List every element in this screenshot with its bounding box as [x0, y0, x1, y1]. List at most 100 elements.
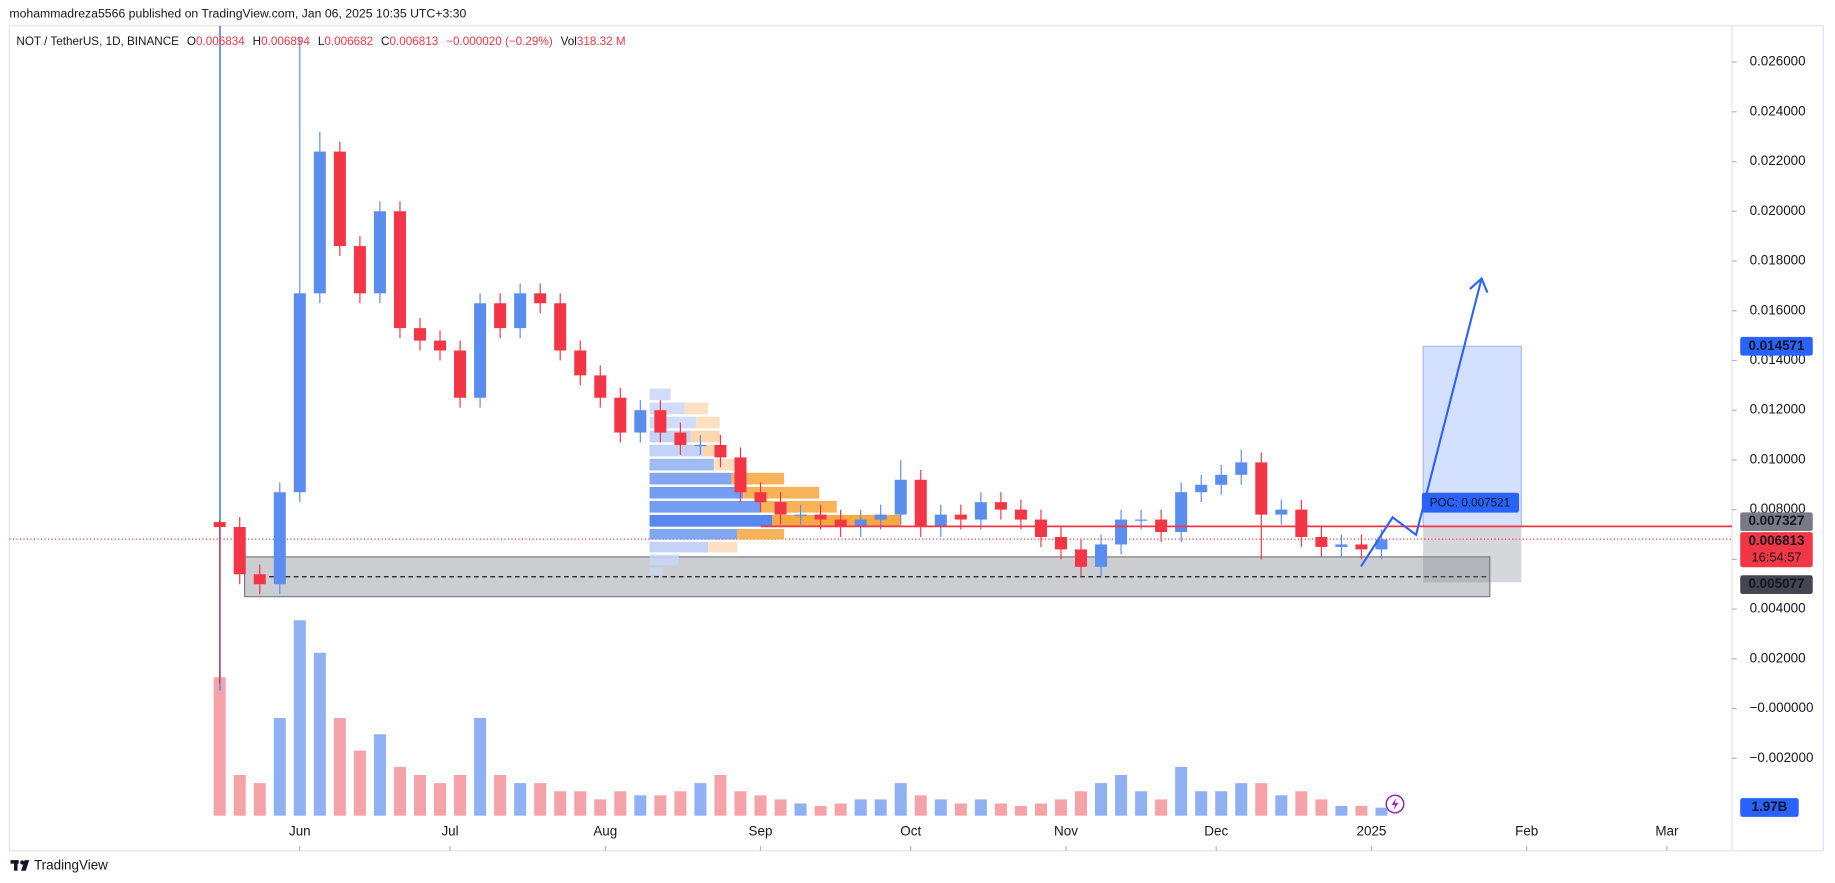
volume-bar — [934, 799, 947, 816]
candle-body — [774, 502, 787, 515]
x-tick-label: Feb — [1515, 824, 1538, 839]
x-tick-label: Aug — [593, 824, 617, 839]
candle-body — [534, 293, 547, 304]
volume-profile-bar — [696, 416, 720, 429]
volume-profile-bar — [760, 500, 837, 513]
poc-label-box — [1421, 492, 1520, 513]
volume-bar — [1215, 791, 1228, 816]
candle-body — [954, 514, 967, 520]
volume-bar — [353, 750, 366, 816]
x-tick-label: Mar — [1655, 824, 1679, 839]
volume-bar — [874, 799, 887, 816]
volume-bar — [714, 774, 727, 816]
candle-body — [794, 514, 807, 516]
candle-body — [233, 527, 246, 575]
candle-body — [313, 151, 326, 294]
chart-frame — [8, 25, 1824, 852]
candle-body — [1375, 539, 1388, 550]
target-price-box — [1740, 336, 1813, 356]
volume-bar — [333, 717, 346, 816]
resistance-price-box — [1740, 512, 1813, 532]
volume-profile-bar — [713, 458, 744, 471]
candle-body — [894, 479, 907, 515]
y-tick-label: 0.018000 — [1750, 253, 1806, 268]
volume-bar — [1195, 791, 1208, 816]
y-tick-label: −0.000000 — [1750, 700, 1814, 715]
volume-bar — [1375, 807, 1388, 816]
candle-body — [213, 522, 226, 528]
volume-bar — [1014, 805, 1027, 816]
x-tick-label: Dec — [1204, 824, 1228, 839]
target-price-label: 0.014571 — [1748, 338, 1805, 353]
candle-body — [1034, 519, 1047, 537]
volume-bar — [1075, 791, 1088, 816]
candle-body — [974, 502, 987, 520]
x-tick-label: 2025 — [1357, 824, 1387, 839]
candle-body — [1075, 549, 1088, 567]
volume-bar — [1115, 774, 1128, 816]
legend-key: C — [381, 35, 389, 48]
volume-bar — [1315, 799, 1328, 816]
volume-bar — [1235, 783, 1248, 816]
volume-bar — [634, 795, 647, 816]
volume-bar — [974, 799, 987, 816]
y-tick-label: 0.016000 — [1750, 302, 1806, 317]
legend: NOT / TetherUS, 1D, BINANCE O0.006834 H0… — [16, 35, 625, 48]
countdown: 16:54:57 — [1751, 549, 1801, 564]
candle-body — [594, 375, 607, 398]
candle-body — [654, 410, 667, 433]
stop-box — [1423, 526, 1522, 583]
volume-bar — [1135, 791, 1148, 816]
volume-bar — [393, 766, 406, 816]
volume-bar — [734, 791, 747, 816]
candle-body — [994, 502, 1007, 510]
candle-body — [474, 303, 487, 398]
volume-profile-bar — [649, 444, 703, 457]
volume-bar — [434, 783, 447, 816]
candle-body — [814, 514, 827, 520]
volume-profile-bar — [649, 402, 685, 415]
volume-profile-bar — [743, 486, 820, 499]
volume-last-box — [1740, 798, 1799, 817]
volume-bar — [273, 717, 286, 816]
candle-body — [934, 514, 947, 528]
poc-label: POC: 0.007521 — [1430, 496, 1511, 509]
volume-bar — [1034, 803, 1047, 816]
candle-body — [393, 211, 406, 329]
x-tick-label: Sep — [749, 824, 773, 839]
volume-profile-bar — [649, 472, 732, 485]
volume-bar — [554, 791, 567, 816]
candle-body — [854, 519, 867, 528]
candle-body — [1255, 462, 1268, 515]
volume-bar — [654, 795, 667, 816]
volume-bar — [293, 620, 306, 816]
volume-bar — [413, 774, 427, 816]
candle-body — [494, 303, 507, 329]
volume-bar — [1155, 799, 1168, 816]
volume-profile-bar — [737, 528, 785, 540]
resistance-price-label: 0.007327 — [1748, 513, 1804, 528]
volume-bar — [894, 783, 907, 816]
volume-profile-bar — [649, 541, 709, 553]
legend-change: −0.000020 (−0.29%) — [446, 35, 553, 48]
candle-body — [1054, 536, 1067, 550]
logo-part — [20, 860, 25, 865]
candle-body — [554, 303, 567, 351]
volume-bar — [854, 799, 867, 816]
footer-logo — [10, 860, 30, 871]
volume-profile-bar — [649, 416, 697, 429]
volume-bar — [1095, 783, 1108, 816]
candle-body — [1295, 509, 1308, 537]
candle-body — [1215, 474, 1228, 485]
candle-body — [273, 492, 286, 585]
candle-body — [413, 328, 427, 341]
legend-value: 318.32 M — [577, 35, 626, 48]
candle-body — [634, 410, 647, 433]
legend-key: H — [253, 35, 261, 48]
candle-body — [514, 293, 527, 329]
y-tick-label: 0.022000 — [1750, 153, 1806, 168]
candle-body — [694, 444, 707, 447]
volume-bar — [914, 795, 927, 816]
